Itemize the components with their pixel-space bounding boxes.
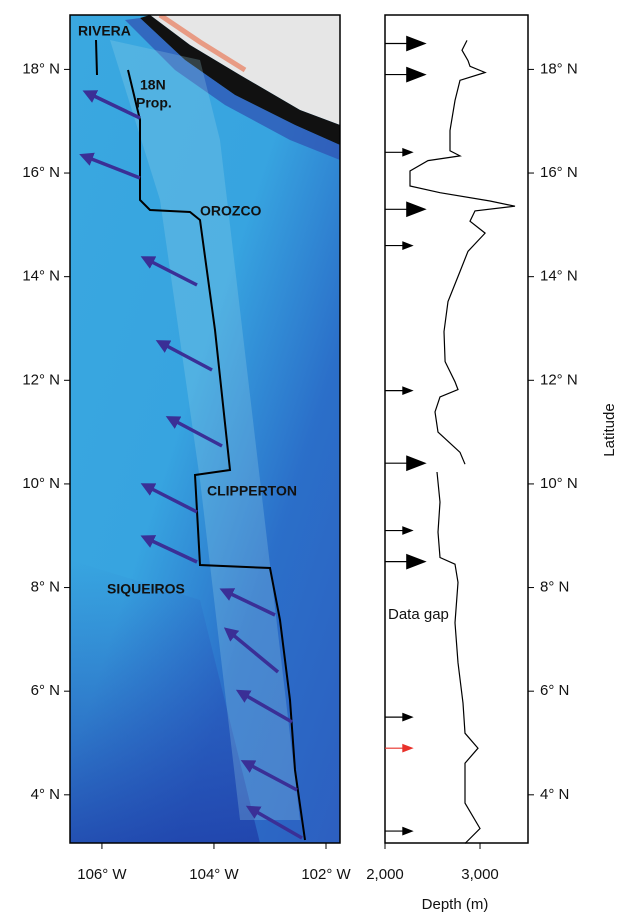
y-tick-label: 18° N <box>540 60 578 77</box>
site-arrow <box>385 387 412 394</box>
y-tick-label: 16° N <box>22 164 60 181</box>
feature-label: RIVERA <box>78 23 131 39</box>
site-arrow <box>385 555 425 569</box>
x-tick-label: 104° W <box>189 866 239 883</box>
y-tick-label: 14° N <box>540 268 578 285</box>
site-arrow <box>385 714 412 721</box>
site-arrow <box>385 149 412 156</box>
site-arrow <box>385 745 412 752</box>
site-arrow <box>385 242 412 249</box>
annotation: Data gap <box>388 606 449 623</box>
map-background <box>70 15 340 843</box>
site-arrow <box>385 828 412 835</box>
y-tick-label: 4° N <box>31 786 60 803</box>
site-arrow <box>385 527 412 534</box>
page: Depth (m) Latitude Data gap 4° N 6° N 8° N… <box>0 0 621 921</box>
figure: Depth (m) Latitude Data gap 4° N 6° N 8° N… <box>0 0 621 916</box>
x-axis-label: Depth (m) <box>422 896 489 913</box>
feature-label: SIQUEIROS <box>107 581 185 597</box>
y-tick-label: 4° N <box>540 786 569 803</box>
feature-label: CLIPPERTON <box>207 483 297 499</box>
feature-label: 18N <box>140 77 166 93</box>
y-tick-label: 10° N <box>540 475 578 492</box>
site-arrow <box>385 68 425 82</box>
x-tick-label: 106° W <box>77 866 127 883</box>
feature-label: OROZCO <box>200 203 262 219</box>
y-tick-label: 8° N <box>540 579 569 596</box>
y-tick-label: 6° N <box>31 682 60 699</box>
y-tick-label: 8° N <box>31 579 60 596</box>
y-tick-label: 16° N <box>540 164 578 181</box>
x-tick-label: 2,000 <box>366 866 404 883</box>
site-arrow <box>385 36 425 50</box>
x-tick-label: 3,000 <box>461 866 499 883</box>
x-tick-label: 102° W <box>301 866 351 883</box>
site-arrow <box>385 456 425 470</box>
y-tick-label: 12° N <box>540 371 578 388</box>
y-axis-label: Latitude <box>601 403 618 456</box>
y-tick-label: 12° N <box>22 371 60 388</box>
y-tick-label: 6° N <box>540 682 569 699</box>
feature-label: Prop. <box>136 95 172 111</box>
site-arrow <box>385 202 425 216</box>
y-tick-label: 14° N <box>22 268 60 285</box>
depth-profile <box>410 40 515 843</box>
y-tick-label: 18° N <box>22 60 60 77</box>
y-tick-label: 10° N <box>22 475 60 492</box>
